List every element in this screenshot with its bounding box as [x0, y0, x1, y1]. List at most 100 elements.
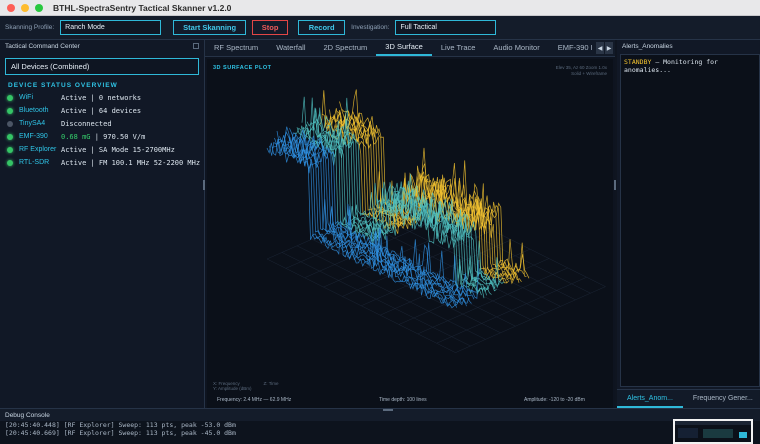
surface-ridge [266, 138, 455, 309]
surface-ridge [279, 134, 467, 307]
grid-line [455, 286, 606, 353]
window-titlebar: BTHL-SpectraSentry Tactical Skanner v1.2… [0, 0, 760, 16]
window-controls [7, 3, 43, 12]
device-row-wifi: WiFi Active | 0 networks [7, 94, 201, 102]
panel-float-icon[interactable] [193, 43, 199, 49]
window-thumbnail-preview[interactable] [673, 419, 753, 444]
status-led-icon [7, 160, 13, 166]
alert-text: — Monitoring for anomalies... [624, 58, 718, 74]
tab-audio-monitor[interactable]: Audio Monitor [493, 43, 540, 52]
time-depth: Time depth: 100 lines [379, 397, 427, 403]
device-name: TinySA4 [19, 120, 46, 127]
axis-x-label: X: Frequency [213, 381, 240, 386]
right-splitter-handle[interactable] [614, 180, 616, 190]
surface-ridge [316, 112, 505, 286]
surface-plot-canvas [266, 89, 606, 353]
close-window-button[interactable] [7, 3, 15, 12]
tab-2d-spectrum[interactable]: 2D Spectrum [323, 43, 368, 52]
axis-y-label: Y: Amplitude (dBm) [213, 386, 252, 391]
tab-live-trace[interactable]: Live Trace [440, 43, 476, 52]
panel-header: Tactical Command Center [0, 40, 204, 52]
surface-plot[interactable]: 3D SURFACE PLOT Elev 35, Az 60 Zoom 1.0x… [207, 59, 613, 408]
debug-console-title: Debug Console [0, 409, 760, 421]
alert-status: STANDBY [624, 58, 652, 66]
grid-line [342, 230, 493, 297]
alerts-log: STANDBY — Monitoring for anomalies... [620, 54, 760, 387]
tactical-command-center-panel: Tactical Command Center All Devices (Com… [0, 40, 205, 408]
panel-title: Tactical Command Center [5, 42, 80, 50]
device-row-rtl-sdr: RTL-SDR Active | FM 100.1 MHz 52-2200 MH… [7, 159, 201, 167]
tab-waterfall[interactable]: Waterfall [276, 43, 306, 52]
tab-emf-390[interactable]: EMF-390 I [557, 43, 593, 52]
grid-line [266, 192, 418, 260]
grid-line [323, 220, 474, 288]
device-row-bluetooth: Bluetooth Active | 64 devices [7, 107, 201, 115]
tab-3d-surface[interactable]: 3D Surface [376, 42, 432, 56]
grid-line [361, 239, 512, 307]
surface-ridge [294, 127, 482, 296]
status-led-icon [7, 134, 13, 140]
plot-title: 3D SURFACE PLOT [213, 65, 272, 71]
surface-ridge [321, 113, 510, 284]
surface-ridge [289, 128, 477, 297]
status-led-icon [7, 121, 13, 127]
status-led-icon [7, 95, 13, 101]
status-led-icon [7, 147, 13, 153]
device-select[interactable]: All Devices (Combined) [5, 58, 199, 75]
view-info: Elev 35, Az 60 Zoom 1.0x [555, 65, 607, 70]
status-led-icon [7, 108, 13, 114]
right-panel-tabs: Alerts_Anom... Frequency Gener... [617, 389, 760, 408]
device-status: Active | FM 100.1 MHz 52-2200 MHz [61, 159, 201, 167]
emf-reading: 0.68 mG [61, 133, 91, 141]
amplitude-range: Amplitude: -120 to -20 dBm [524, 397, 585, 403]
axis-legend: X: Frequency Z: Time Y: Amplitude (dBm) [213, 381, 279, 391]
device-status: Disconnected [61, 120, 112, 128]
plot-info: Elev 35, Az 60 Zoom 1.0x Solid + Wirefra… [556, 65, 607, 77]
frequency-range: Frequency: 2.4 MHz — 62.9 MHz [217, 397, 292, 403]
surface-ridge [274, 137, 462, 304]
stop-button[interactable]: Stop [252, 20, 289, 35]
surface-ridge [334, 89, 522, 282]
main-toolbar: Skanning Profile: Ranch Mode Start Skann… [0, 16, 760, 40]
visualization-area: RF Spectrum Waterfall 2D Spectrum 3D Sur… [205, 40, 615, 408]
axis-z-label: Z: Time [263, 381, 279, 386]
surface-ridge [281, 131, 470, 304]
device-name: WiFi [19, 94, 33, 101]
profile-select[interactable]: Ranch Mode [60, 20, 162, 35]
render-mode-info: Solid + Wireframe [571, 71, 607, 76]
tab-rf-spectrum[interactable]: RF Spectrum [214, 43, 259, 52]
device-status: Active | SA Mode 15-2700MHz [61, 146, 175, 154]
zoom-window-button[interactable] [35, 3, 43, 12]
tab-alerts-anomalies[interactable]: Alerts_Anom... [617, 390, 683, 408]
debug-console: Debug Console [20:45:40.448] [RF Explore… [0, 408, 760, 444]
grid-line [417, 267, 568, 335]
log-line: [20:45:40.448] [RF Explorer] Sweep: 113 … [5, 421, 236, 429]
device-row-emf390: EMF-390 0.68 mG | 970.50 V/m [7, 133, 201, 141]
surface-ridge [269, 142, 457, 308]
investigation-select[interactable]: Full Tactical [395, 20, 497, 35]
minimize-window-button[interactable] [21, 3, 29, 12]
left-splitter-handle[interactable] [203, 180, 205, 190]
tab-scroll-controls: ◀ ▶ [596, 42, 613, 54]
chevron-right-icon[interactable]: ▶ [605, 42, 613, 54]
emf-reading-extra: | 970.50 V/m [90, 133, 146, 141]
grid-line [436, 277, 587, 344]
surface-ridge [304, 107, 492, 295]
surface-ridge [311, 97, 500, 290]
surface-ridge [306, 108, 495, 285]
thumbnail-graphic [675, 421, 751, 438]
start-skanning-button[interactable]: Start Skanning [173, 20, 247, 35]
tab-frequency-generator[interactable]: Frequency Gener... [692, 395, 753, 402]
console-resize-handle[interactable] [383, 409, 393, 411]
device-name: RF Explorer [19, 146, 57, 153]
investigation-label: Investigation: [351, 24, 390, 31]
profile-label: Skanning Profile: [5, 24, 55, 31]
surface-ridge [296, 97, 485, 299]
record-button[interactable]: Record [298, 20, 346, 35]
surface-ridge [324, 110, 512, 281]
view-tabs: RF Spectrum Waterfall 2D Spectrum 3D Sur… [205, 40, 615, 57]
window-title: BTHL-SpectraSentry Tactical Skanner v1.2… [53, 2, 232, 13]
device-name: RTL-SDR [19, 159, 50, 166]
log-line: [20:45:40.669] [RF Explorer] Sweep: 113 … [5, 429, 236, 437]
chevron-left-icon[interactable]: ◀ [596, 42, 604, 54]
